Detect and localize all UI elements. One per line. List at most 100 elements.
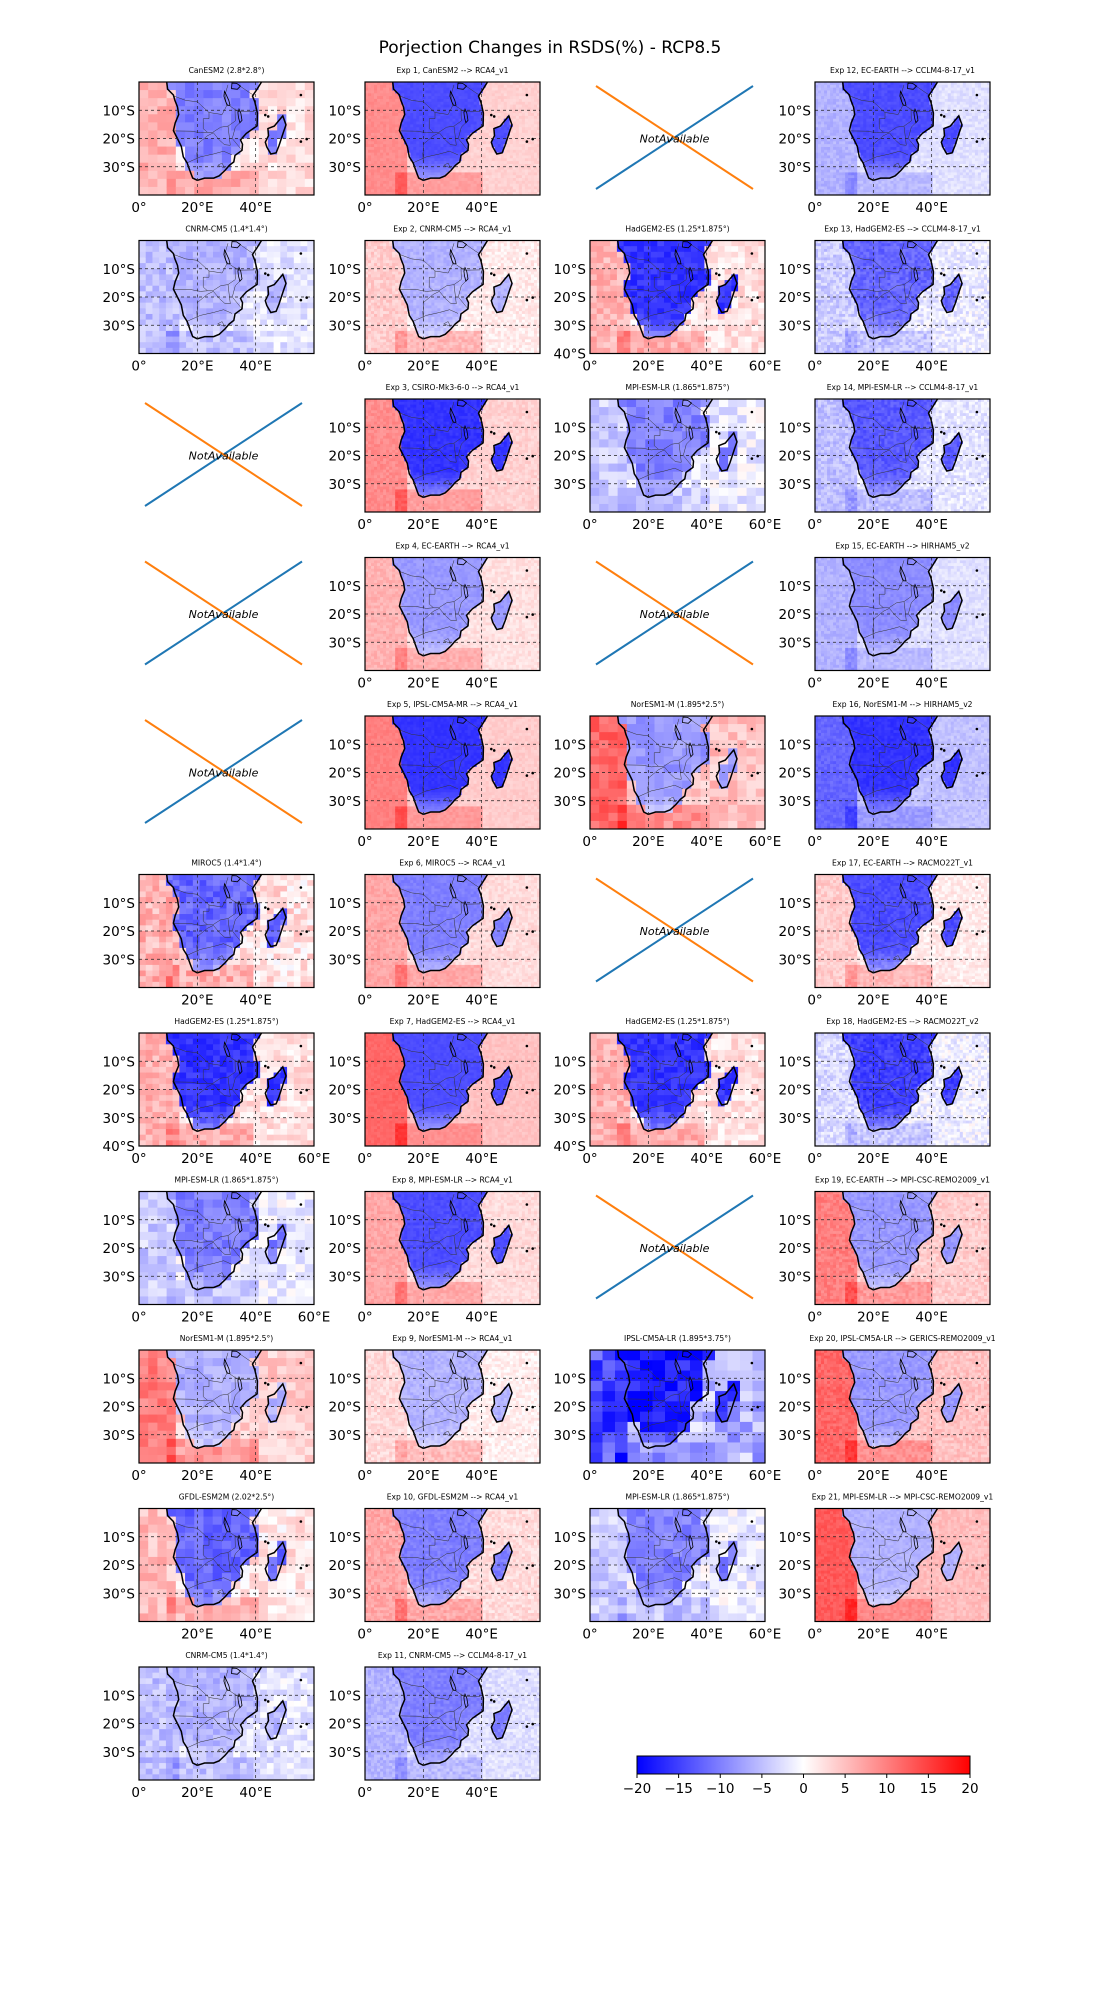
field-cell: [527, 132, 532, 137]
field-cell: [854, 104, 858, 109]
field-cell: [452, 107, 457, 111]
field-cell: [911, 192, 916, 195]
field-cell: [413, 113, 417, 117]
field-cell: [920, 161, 925, 165]
field-cell: [857, 107, 861, 111]
field-cell: [947, 90, 952, 94]
field-cell: [404, 98, 408, 103]
field-cell: [410, 180, 414, 185]
field-cell: [908, 178, 913, 182]
field-cell: [527, 113, 532, 117]
field-cell: [383, 101, 387, 106]
field-cell: [365, 192, 369, 195]
field-cell: [185, 170, 195, 180]
field-cell: [860, 96, 864, 100]
field-cell: [878, 146, 882, 151]
field-cell: [884, 149, 889, 154]
field-cell: [845, 175, 849, 179]
field-cell: [461, 124, 466, 128]
field-cell: [392, 175, 396, 179]
field-cell: [377, 121, 381, 125]
field-cell: [947, 161, 952, 165]
field-cell: [386, 155, 390, 159]
field-cell: [917, 172, 922, 176]
field-cell: [437, 152, 442, 157]
field-cell: [938, 130, 943, 134]
field-cell: [380, 135, 384, 140]
field-cell: [911, 115, 916, 120]
field-cell: [914, 152, 919, 157]
field-cell: [440, 98, 445, 103]
field-cell: [476, 118, 481, 123]
field-cell: [368, 98, 372, 103]
field-cell: [467, 104, 472, 109]
field-cell: [938, 166, 943, 171]
field-cell: [530, 101, 535, 106]
field-cell: [380, 141, 384, 145]
field-cell: [854, 130, 858, 134]
field-cell: [875, 82, 879, 86]
field-cell: [392, 158, 396, 162]
field-cell: [830, 121, 834, 125]
field-cell: [524, 98, 529, 103]
field-cell: [464, 178, 469, 182]
field-cell: [965, 84, 970, 89]
field-cell: [875, 87, 879, 92]
field-cell: [986, 138, 990, 142]
field-cell: [506, 163, 511, 168]
figure-title: Porjection Changes in RSDS(%) - RCP8.5: [379, 38, 722, 58]
field-cell: [175, 82, 186, 91]
field-cell: [368, 175, 372, 179]
field-cell: [404, 146, 408, 151]
field-cell: [518, 163, 523, 168]
field-cell: [404, 135, 408, 140]
field-cell: [295, 154, 306, 164]
field-cell: [401, 166, 405, 171]
field-cell: [986, 90, 990, 94]
field-cell: [304, 178, 314, 188]
field-cell: [473, 144, 478, 148]
field-cell: [258, 90, 269, 99]
field-cell: [377, 93, 381, 97]
field-cell: [395, 127, 399, 131]
field-cell: [467, 144, 472, 148]
field-cell: [392, 146, 396, 151]
field-cell: [221, 162, 232, 172]
field-cell: [524, 172, 529, 176]
field-cell: [467, 107, 472, 111]
field-cell: [863, 115, 867, 120]
field-cell: [866, 115, 870, 120]
field-cell: [410, 104, 414, 109]
field-cell: [407, 172, 411, 176]
field-cell: [860, 107, 864, 111]
field-cell: [221, 138, 232, 148]
field-cell: [896, 163, 901, 168]
field-cell: [860, 118, 864, 123]
lake-outline: [237, 107, 243, 124]
field-cell: [935, 163, 940, 168]
field-cell: [815, 138, 819, 142]
field-cell: [887, 149, 892, 154]
field-cell: [926, 163, 931, 168]
field-cell: [833, 130, 837, 134]
na-line-orange: [595, 85, 754, 190]
field-cell: [404, 155, 408, 159]
field-cell: [815, 124, 819, 128]
field-cell: [956, 189, 961, 193]
field-cell: [947, 152, 952, 157]
field-cell: [395, 155, 399, 159]
field-cell: [488, 121, 493, 125]
field-cell: [827, 124, 831, 128]
field-cell: [983, 115, 988, 120]
field-cell: [866, 161, 870, 165]
field-cell: [944, 84, 949, 89]
field-cell: [470, 87, 475, 92]
field-cell: [365, 135, 369, 140]
field-cell: [410, 135, 414, 140]
field-cell: [836, 87, 840, 92]
field-cell: [476, 166, 481, 171]
field-cell: [878, 135, 882, 140]
field-cell: [530, 98, 535, 103]
field-cell: [497, 152, 502, 157]
field-cell: [938, 135, 943, 140]
